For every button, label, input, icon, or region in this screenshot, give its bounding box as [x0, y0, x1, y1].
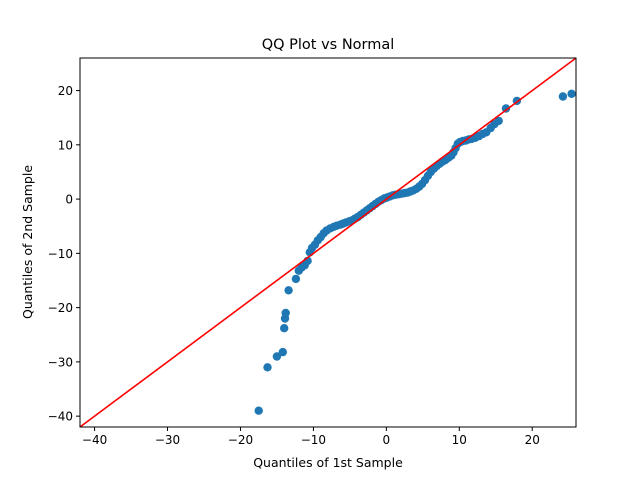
data-point [281, 308, 290, 318]
data-point [254, 406, 263, 415]
y-tick-label: −30 [48, 355, 73, 369]
scatter-points [254, 89, 576, 415]
data-point [263, 363, 272, 372]
data-point [280, 324, 289, 333]
data-point [284, 286, 293, 295]
data-point [278, 347, 287, 357]
data-point [291, 274, 301, 284]
x-axis-ticks: −40 −30 −20 −10 0 10 20 [82, 427, 540, 447]
chart-title: QQ Plot vs Normal [262, 37, 395, 53]
x-tick-label: 20 [525, 433, 540, 447]
x-tick-label: −20 [228, 433, 253, 447]
y-axis-label: Quantiles of 2nd Sample [20, 165, 35, 319]
y-tick-label: 0 [65, 193, 73, 207]
y-tick-label: 20 [58, 84, 73, 98]
data-point [567, 89, 576, 99]
y-axis-ticks: −40 −30 −20 −10 0 10 20 [48, 84, 80, 424]
x-axis-label: Quantiles of 1st Sample [253, 455, 403, 470]
x-tick-label: −40 [82, 433, 107, 447]
x-tick-label: 10 [452, 433, 467, 447]
y-tick-label: 10 [58, 138, 73, 152]
reference-line [79, 57, 577, 428]
y-tick-label: −20 [48, 301, 73, 315]
reference-line-group [79, 57, 577, 428]
data-point [501, 104, 511, 113]
axes-border [79, 57, 577, 428]
x-tick-label: −10 [301, 433, 326, 447]
x-tick-label: −30 [155, 433, 180, 447]
data-point [494, 116, 503, 126]
axes-frame [79, 57, 577, 428]
data-point [272, 352, 282, 361]
y-tick-label: −40 [48, 410, 73, 424]
data-point [558, 92, 568, 101]
x-tick-label: 0 [383, 433, 391, 447]
y-tick-label: −10 [48, 247, 73, 261]
